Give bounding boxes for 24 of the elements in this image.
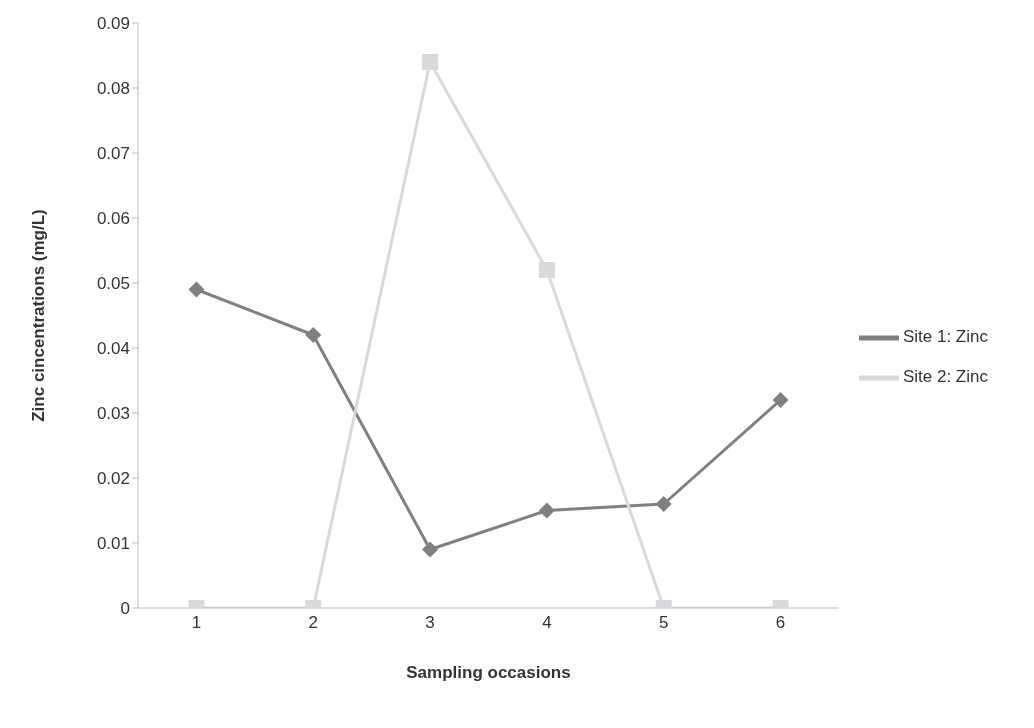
y-axis-title: Zinc cincentrations (mg/L) xyxy=(29,209,49,422)
point xyxy=(772,392,789,408)
y-tick-label: 0.09 xyxy=(96,14,130,34)
legend-label: Site 2: Zinc xyxy=(902,367,988,387)
legend-label: Site 1: Zinc xyxy=(902,327,988,347)
point xyxy=(305,327,322,343)
x-tick-label: 5 xyxy=(658,613,669,633)
y-tick-label: 0.01 xyxy=(96,534,130,554)
x-tick-label: 2 xyxy=(308,613,318,633)
point xyxy=(188,281,205,298)
y-tick-label: 0.06 xyxy=(96,209,130,229)
x-tick-label: 1 xyxy=(191,613,202,633)
y-tick-label: 0.03 xyxy=(96,404,130,424)
y-tick-label: 0.02 xyxy=(96,469,130,489)
y-tick-label: 0 xyxy=(120,599,130,619)
y-tick-label: 0.08 xyxy=(96,79,130,99)
y-tick-label: 0.04 xyxy=(96,339,130,359)
x-tick-label: 4 xyxy=(542,613,552,633)
x-axis-title: Sampling occasions xyxy=(406,663,571,682)
x-tick-label: 3 xyxy=(425,613,435,633)
y-tick-label: 0.05 xyxy=(96,274,130,294)
y-tick-label: 0.07 xyxy=(96,144,130,164)
point xyxy=(538,262,555,278)
x-tick-label: 6 xyxy=(775,613,786,633)
